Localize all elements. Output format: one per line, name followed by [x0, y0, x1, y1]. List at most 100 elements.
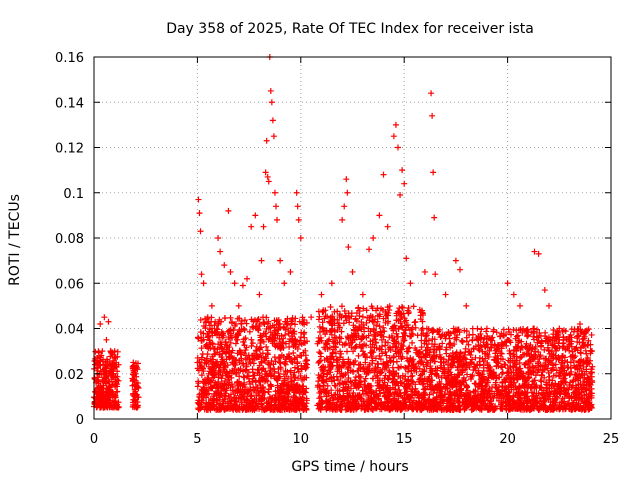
data-point — [250, 324, 257, 331]
x-tick-label: 10 — [293, 432, 310, 447]
data-point — [207, 383, 214, 390]
x-tick-label: 0 — [90, 432, 98, 447]
data-point — [199, 350, 206, 357]
data-point — [129, 375, 136, 382]
data-point — [222, 315, 229, 322]
data-point — [216, 316, 223, 323]
data-point — [295, 341, 302, 348]
data-point — [230, 397, 237, 404]
data-point — [211, 329, 218, 336]
data-point — [271, 342, 278, 349]
data-point — [291, 331, 298, 338]
data-point — [244, 354, 251, 361]
data-point — [214, 381, 221, 388]
data-point — [281, 377, 288, 384]
chart-title: Day 358 of 2025, Rate Of TEC Index for r… — [166, 21, 534, 37]
data-point — [248, 336, 255, 343]
data-point — [271, 402, 278, 409]
data-point — [302, 352, 309, 359]
data-point — [194, 365, 201, 372]
data-point — [276, 359, 283, 366]
data-point — [208, 401, 215, 408]
data-point — [270, 372, 277, 379]
y-tick-label: 0.08 — [55, 232, 84, 247]
data-point — [203, 380, 210, 387]
data-point — [348, 379, 355, 386]
data-point — [290, 350, 297, 357]
data-point — [255, 366, 262, 373]
data-point — [240, 360, 247, 367]
data-point — [227, 314, 234, 321]
data-point — [200, 336, 207, 343]
data-point — [236, 378, 243, 385]
data-point — [253, 383, 260, 390]
data-point — [291, 321, 298, 328]
data-point — [220, 398, 227, 405]
data-point — [295, 368, 302, 375]
data-point — [216, 332, 223, 339]
data-point — [247, 360, 254, 367]
data-point — [281, 401, 288, 408]
data-point — [272, 401, 279, 408]
data-point — [292, 364, 299, 371]
data-point — [267, 329, 274, 336]
data-point — [288, 378, 295, 385]
data-point — [303, 338, 310, 345]
data-point — [276, 390, 283, 397]
data-point — [236, 315, 243, 322]
data-point — [402, 364, 409, 371]
data-point — [352, 357, 359, 364]
data-point — [111, 355, 118, 362]
data-point — [133, 373, 140, 380]
data-point — [236, 359, 243, 366]
y-tick-label: 0.12 — [55, 142, 84, 157]
data-point — [214, 358, 221, 365]
data-point — [253, 354, 260, 361]
data-point — [383, 352, 390, 359]
data-point — [258, 344, 265, 351]
data-point — [301, 329, 308, 336]
data-point — [240, 336, 247, 343]
data-point — [93, 404, 100, 411]
data-point — [253, 400, 260, 407]
data-point — [238, 401, 245, 408]
data-point — [222, 370, 229, 377]
data-point — [270, 361, 277, 368]
data-point — [229, 384, 236, 391]
data-point — [238, 355, 245, 362]
data-point — [283, 405, 290, 412]
data-point — [268, 383, 275, 390]
data-point — [230, 327, 237, 334]
data-point — [234, 382, 241, 389]
data-point — [296, 389, 303, 396]
data-point — [110, 391, 117, 398]
data-point — [254, 367, 261, 374]
data-point — [292, 315, 299, 322]
data-point — [299, 376, 306, 383]
data-point — [110, 399, 117, 406]
data-point — [248, 342, 255, 349]
data-point — [296, 395, 303, 402]
data-point — [258, 359, 265, 366]
data-point — [95, 396, 102, 403]
data-point — [218, 375, 225, 382]
data-point — [114, 353, 121, 360]
data-point — [256, 370, 263, 377]
data-point — [287, 405, 294, 412]
data-point — [242, 386, 249, 393]
data-point — [251, 396, 258, 403]
data-point — [115, 399, 122, 406]
data-point — [196, 358, 203, 365]
data-point — [223, 344, 230, 351]
data-point — [225, 348, 232, 355]
data-point — [224, 328, 231, 335]
data-point — [219, 350, 226, 357]
data-point — [265, 359, 272, 366]
data-point — [195, 380, 202, 387]
data-point — [249, 340, 256, 347]
data-point — [216, 367, 223, 374]
data-point — [263, 399, 270, 406]
data-point — [303, 395, 310, 402]
data-point — [102, 364, 109, 371]
y-tick-label: 0.04 — [55, 323, 84, 338]
